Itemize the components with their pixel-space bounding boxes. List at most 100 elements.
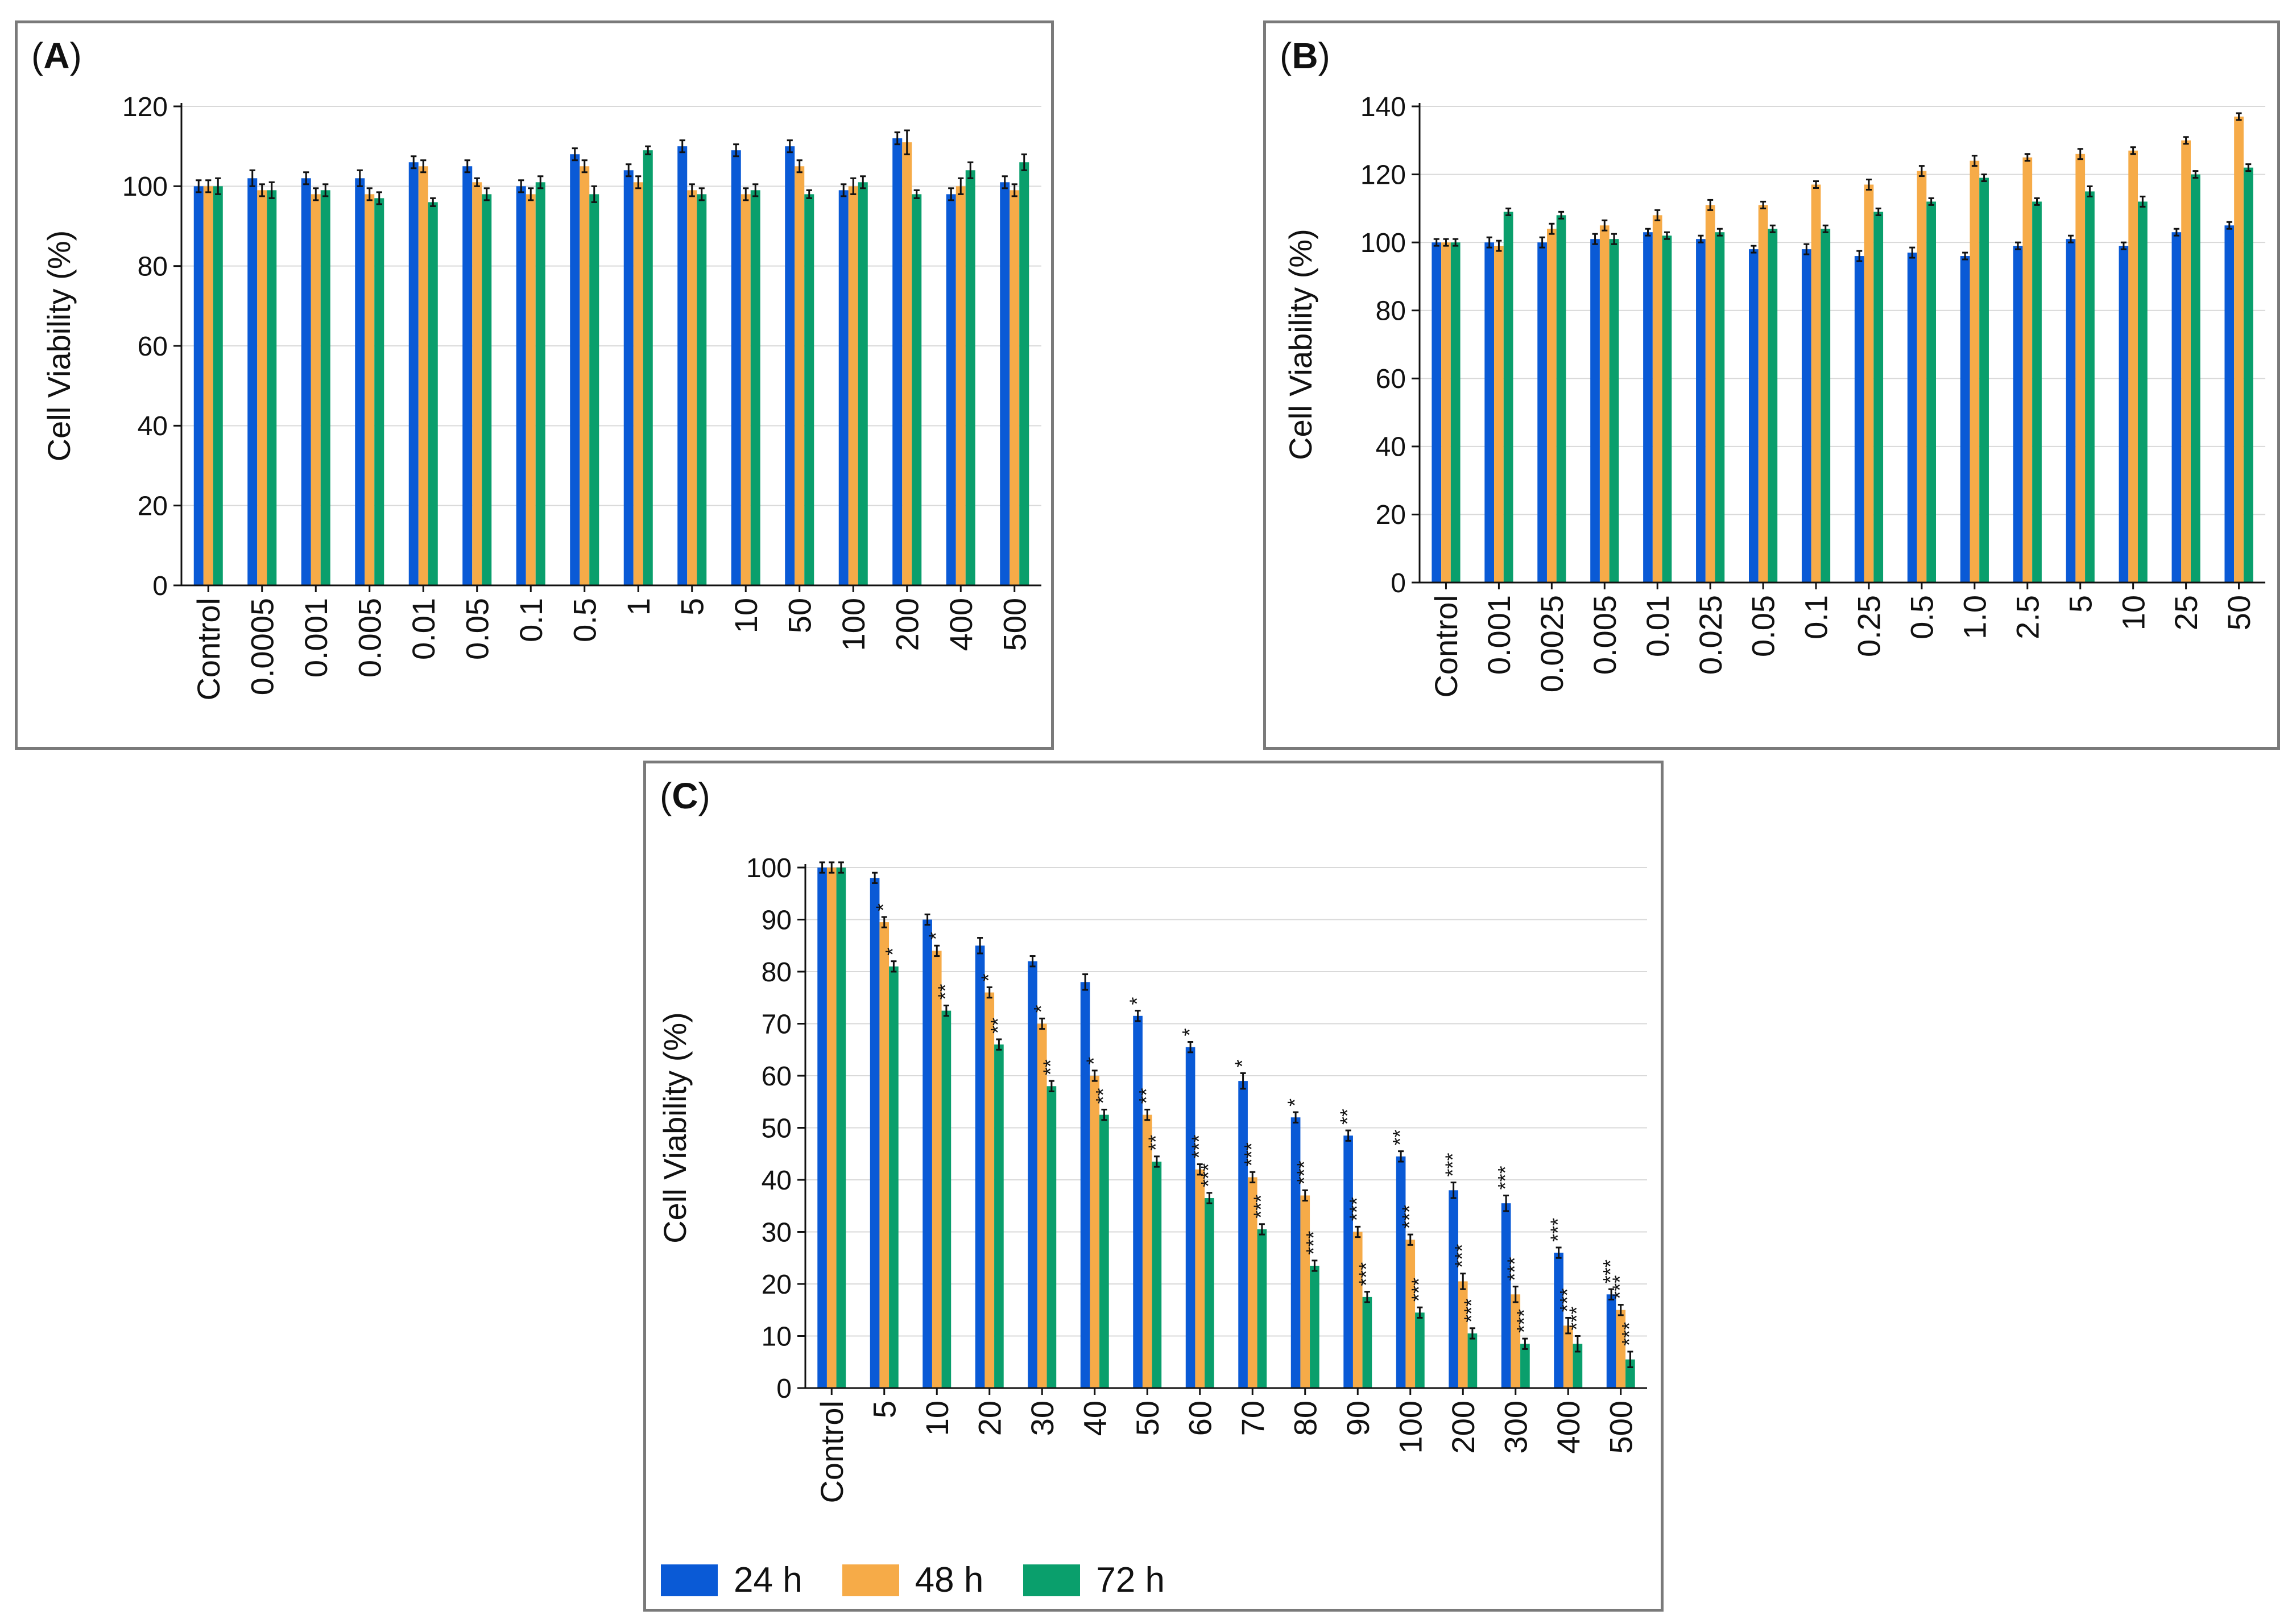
- chart-b-bar: [1696, 239, 1706, 583]
- chart-c-significance-label: ***: [1608, 1275, 1632, 1299]
- chart-a-bar: [311, 194, 321, 585]
- chart-b-bar: [2234, 116, 2244, 583]
- chart-b-bar: [1715, 232, 1725, 583]
- chart-a-category-label: 500: [996, 598, 1032, 651]
- panel-b: (B) 0 20 40 60 80 100 120 140 Cell Viability (%)…: [1263, 20, 2280, 750]
- chart-b-bar: [1801, 249, 1811, 583]
- chart-c-ytick-label: 60: [762, 1062, 792, 1092]
- chart-b-ytick-label: 140: [1360, 92, 1406, 122]
- chart-c-bar: [1396, 1156, 1406, 1388]
- chart-c-significance-label: ***: [1503, 1257, 1526, 1281]
- chart-b-bar: [1970, 160, 1980, 583]
- chart-c-category-label: 40: [1077, 1401, 1112, 1436]
- chart-a-bar: [1000, 182, 1010, 586]
- chart-a-bar: [677, 146, 688, 585]
- chart-c-ytick-label: 0: [776, 1374, 792, 1404]
- chart-b-bar: [1873, 212, 1884, 583]
- panel-b-label: (B): [1280, 35, 1330, 76]
- chart-c-category-label: 300: [1497, 1401, 1533, 1453]
- chart-b-bar: [1432, 242, 1442, 583]
- chart-b: 0 20 40 60 80 100 120 140 Cell Viability (%) Cont…: [1283, 92, 2265, 698]
- chart-a-bar: [301, 178, 311, 585]
- chart-a-bar: [482, 194, 492, 585]
- chart-b-category-label: 0.005: [1587, 595, 1623, 675]
- chart-b-bar: [1643, 232, 1653, 583]
- chart-a-category-label: 5: [674, 598, 710, 616]
- panel-a-label: (A): [31, 35, 82, 76]
- chart-c-bar: [1501, 1203, 1511, 1388]
- chart-c-significance-label: ***: [1398, 1205, 1421, 1229]
- chart-c-category-label: 20: [971, 1401, 1007, 1436]
- chart-b-bar: [1662, 236, 1672, 583]
- chart-a-category-label: 400: [943, 598, 979, 651]
- legend-label-24h: 24 h: [734, 1560, 802, 1600]
- chart-b-bar: [2022, 157, 2033, 583]
- legend-label-72h: 72 h: [1096, 1560, 1165, 1600]
- chart-c-significance-label: **: [1335, 1109, 1359, 1125]
- chart-c: 0 10 20 30 40 50 60 70 80 90 100 Cell Viability (%)…: [657, 853, 1647, 1504]
- chart-c-bar: [1362, 1296, 1372, 1388]
- chart-c-bar: [1563, 1325, 1573, 1388]
- chart-b-category-label: 10: [2115, 595, 2151, 630]
- chart-a-ytick-label: 80: [138, 251, 168, 282]
- chart-c-bar: [1247, 1177, 1257, 1388]
- chart-b-bar: [1864, 184, 1874, 583]
- chart-b-category-label: Control: [1428, 595, 1464, 698]
- chart-c-bar: [1300, 1195, 1310, 1388]
- chart-c-significance-label: ***: [1546, 1218, 1569, 1242]
- chart-b-bar: [2171, 232, 2182, 583]
- chart-c-bar: [922, 919, 932, 1388]
- chart-c-significance-label: **: [1388, 1130, 1412, 1146]
- chart-b-ytick-label: 120: [1360, 160, 1406, 190]
- chart-c-significance-label: ***: [1293, 1161, 1316, 1184]
- chart-a-bar: [955, 186, 966, 585]
- chart-c-bar: [1185, 1047, 1195, 1388]
- chart-b-bar: [1960, 256, 1970, 583]
- chart-a-bar: [912, 194, 922, 585]
- chart-a-category-label: 0.01: [406, 598, 441, 660]
- chart-b-bar: [1590, 239, 1600, 583]
- chart-a-bar: [687, 190, 697, 586]
- chart-b-bar: [1441, 242, 1451, 583]
- chart-c-significance-label: *: [1082, 1057, 1106, 1065]
- chart-a-category-label: 50: [781, 598, 817, 633]
- chart-a-bar: [848, 186, 858, 585]
- chart-c-ytick-label: 50: [762, 1113, 792, 1143]
- chart-c-bar: [1606, 1294, 1616, 1388]
- chart-a-ytick-label: 100: [122, 172, 168, 202]
- chart-a-bar: [320, 190, 330, 586]
- chart-b-bar: [2190, 174, 2200, 583]
- chart-c-category-label: 50: [1130, 1401, 1165, 1436]
- chart-c-bar: [1028, 961, 1037, 1388]
- chart-b-bar: [2119, 246, 2129, 583]
- chart-c-significance-label: *: [1125, 997, 1148, 1005]
- chart-c-bar: [1352, 1232, 1363, 1388]
- chart-a-ytick-label: 60: [138, 332, 168, 362]
- chart-c-significance-label: ***: [1240, 1142, 1263, 1166]
- chart-c-category-label: 5: [866, 1401, 902, 1418]
- chart-a-bar: [795, 166, 805, 585]
- chart-a-category-label: 100: [835, 598, 871, 651]
- chart-a-bar: [257, 190, 267, 586]
- chart-c-category-label: 500: [1603, 1401, 1639, 1453]
- chart-b-category-label: 25: [2168, 595, 2204, 630]
- chart-c-bar: [1257, 1229, 1267, 1388]
- chart-c-bar: [1152, 1161, 1162, 1388]
- chart-b-category-label: 0.0025: [1534, 595, 1570, 692]
- chart-c-bar: [1467, 1333, 1478, 1388]
- chart-a-category-label: 0.005: [351, 598, 387, 678]
- chart-c-category-label: 400: [1550, 1401, 1586, 1453]
- chart-b-bar: [2075, 154, 2086, 583]
- chart-c-bar: [1238, 1081, 1248, 1388]
- chart-b-bar: [1556, 215, 1566, 583]
- chart-a-category-label: 0.5: [566, 598, 602, 642]
- chart-c-bar: [1415, 1312, 1425, 1388]
- chart-c-bar: [1046, 1086, 1057, 1388]
- chart-c-significance-label: *: [1283, 1098, 1306, 1106]
- chart-c-significance-label: ***: [1441, 1153, 1464, 1177]
- chart-b-bar: [1907, 253, 1917, 583]
- chart-c-bar: [1310, 1265, 1319, 1388]
- chart-a-category-label: 1: [620, 598, 656, 616]
- chart-b-bar: [1917, 171, 1927, 583]
- chart-c-bar: [1405, 1240, 1416, 1388]
